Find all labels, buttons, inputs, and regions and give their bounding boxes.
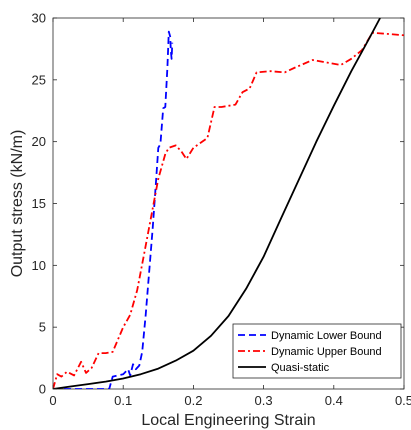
legend: Dynamic Lower Bound Dynamic Upper Bound … [232, 323, 402, 379]
y-tick-label: 10 [32, 258, 46, 273]
series-line-dynamic-upper-bound [53, 31, 404, 389]
x-axis-label: Local Engineering Strain [141, 412, 315, 429]
tick-layer: 0 0.1 0.2 0.3 0.4 0.5 0 5 10 15 20 25 30 [32, 11, 411, 409]
y-tick-label: 0 [39, 382, 46, 397]
x-tick-label: 0.5 [395, 393, 411, 408]
y-axis-label: Output stress (kN/m) [9, 130, 26, 278]
y-tick-label: 5 [39, 320, 46, 335]
y-tick-label: 25 [32, 72, 46, 87]
series-line-quasi-static [53, 18, 381, 389]
y-tick-label: 15 [32, 196, 46, 211]
x-tick-label: 0.2 [184, 393, 202, 408]
legend-box [232, 323, 402, 379]
x-tick-label: 0 [49, 393, 56, 408]
series-line-dynamic-lower-bound [53, 30, 174, 389]
legend-label-dynamic-lower-bound: Dynamic Lower Bound [271, 330, 382, 342]
y-tick-label: 30 [32, 11, 46, 26]
y-tick-label: 20 [32, 134, 46, 149]
x-tick-label: 0.3 [255, 393, 273, 408]
series-layer [53, 18, 404, 389]
x-tick-label: 0.4 [325, 393, 343, 408]
x-tick-label: 0.1 [114, 393, 132, 408]
legend-label-dynamic-upper-bound: Dynamic Upper Bound [271, 346, 382, 358]
legend-label-quasi-static: Quasi-static [271, 362, 330, 374]
